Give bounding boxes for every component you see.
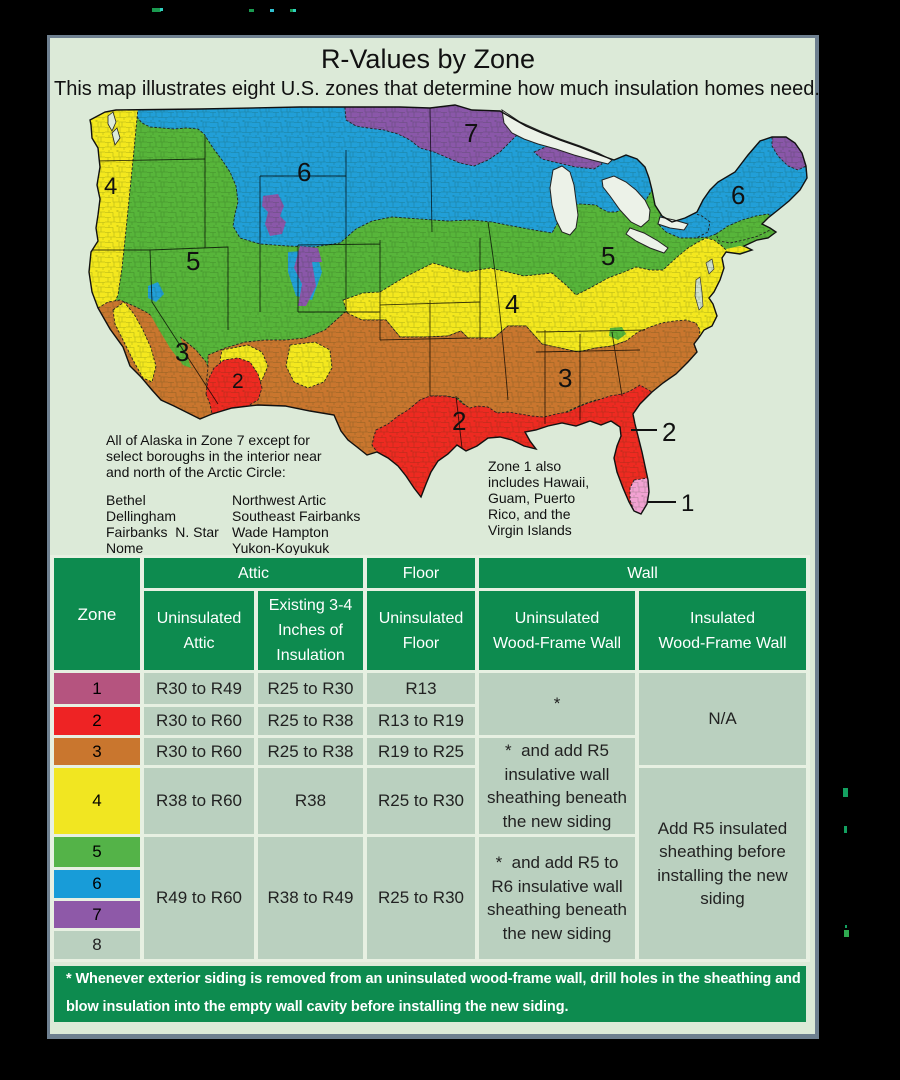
svg-text:2: 2 xyxy=(452,406,466,436)
svg-text:5: 5 xyxy=(186,246,200,276)
svg-text:2: 2 xyxy=(232,370,244,393)
svg-text:2: 2 xyxy=(662,417,676,447)
svg-text:4: 4 xyxy=(505,289,519,319)
svg-text:6: 6 xyxy=(297,157,311,187)
svg-text:1: 1 xyxy=(681,490,694,517)
svg-text:5: 5 xyxy=(601,241,615,271)
svg-text:3: 3 xyxy=(558,363,572,393)
svg-text:7: 7 xyxy=(464,118,478,148)
svg-text:3: 3 xyxy=(175,337,189,367)
svg-text:6: 6 xyxy=(731,180,745,210)
svg-text:4: 4 xyxy=(104,173,117,200)
